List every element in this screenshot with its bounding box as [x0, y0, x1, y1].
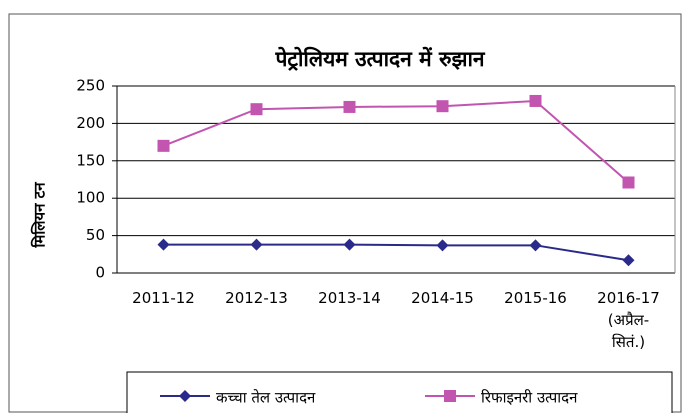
- point: [343, 100, 356, 113]
- point: [436, 100, 449, 113]
- x-tick-label: 2014-15: [411, 289, 474, 307]
- x-tick-label: 2012-13: [225, 289, 288, 307]
- point: [157, 139, 170, 152]
- point: [529, 94, 542, 107]
- point: [157, 238, 170, 251]
- y-tick-label: 250: [76, 77, 105, 95]
- y-tick-label: 150: [76, 151, 105, 169]
- x-tick-label: 2011-12: [132, 289, 195, 307]
- point: [250, 238, 263, 251]
- y-axis-label: मिलियन टन: [31, 182, 49, 249]
- x-tick-label: 2013-14: [318, 289, 381, 307]
- series-line: [163, 243, 629, 262]
- y-tick-label: 100: [76, 189, 105, 207]
- legend-label: कच्चा तेल उत्पादन: [216, 389, 316, 407]
- point: [250, 103, 263, 116]
- chart-title: पेट्रोलियम उत्पादन में रुझान: [274, 46, 485, 71]
- chart-frame: [8, 13, 682, 413]
- x-tick-label: 2015-16: [504, 289, 567, 307]
- y-tick-label: 50: [86, 226, 105, 244]
- point: [622, 176, 635, 189]
- legend-label: रिफाइनरी उत्पादन: [481, 389, 578, 407]
- point: [343, 238, 356, 251]
- point: [622, 254, 635, 267]
- series-line: [163, 99, 630, 184]
- legend-box: [126, 371, 673, 413]
- legend-marker: [444, 390, 456, 402]
- point: [436, 239, 449, 252]
- legend-marker: [179, 390, 191, 402]
- x-tick-label: 2016-17 (अप्रैल- सितं.): [597, 289, 660, 351]
- y-tick-label: 200: [76, 114, 105, 132]
- y-tick-label: 0: [95, 264, 105, 282]
- point: [529, 239, 542, 252]
